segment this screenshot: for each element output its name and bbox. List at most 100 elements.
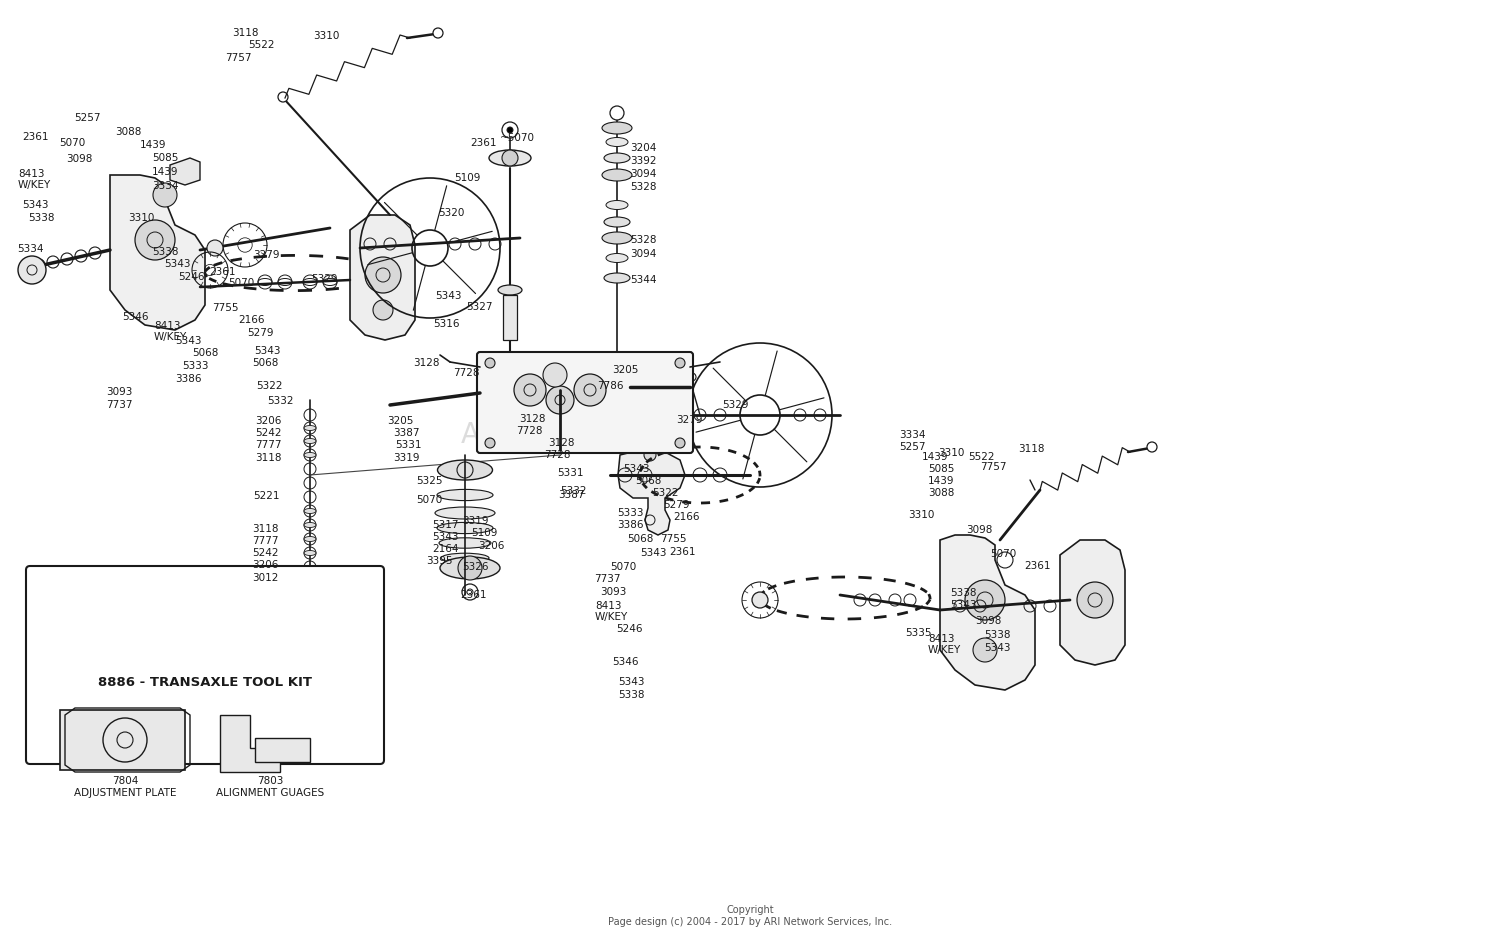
Circle shape: [688, 373, 696, 381]
Circle shape: [675, 438, 686, 448]
Text: 5109: 5109: [471, 528, 498, 538]
Text: 3310: 3310: [128, 213, 154, 223]
Text: 3386: 3386: [176, 374, 201, 384]
Text: 5343: 5343: [640, 548, 666, 558]
Text: 8413: 8413: [596, 601, 621, 611]
Text: 5316: 5316: [433, 319, 459, 329]
Text: 5329: 5329: [310, 274, 338, 284]
Ellipse shape: [304, 551, 316, 556]
Ellipse shape: [489, 150, 531, 166]
Text: 3310: 3310: [314, 31, 339, 41]
Text: 5343: 5343: [984, 643, 1011, 653]
Text: 3395: 3395: [426, 556, 453, 566]
Ellipse shape: [606, 200, 628, 210]
Text: 3387: 3387: [393, 428, 420, 438]
Text: 7728: 7728: [453, 368, 480, 378]
Text: 7737: 7737: [106, 400, 132, 410]
Ellipse shape: [604, 273, 630, 283]
Ellipse shape: [436, 490, 494, 501]
Text: 5331: 5331: [556, 468, 584, 478]
Text: 5343: 5343: [22, 200, 48, 210]
Text: 8413: 8413: [928, 634, 954, 644]
Text: 5346: 5346: [612, 657, 639, 667]
Polygon shape: [170, 158, 200, 185]
Text: 3334: 3334: [898, 430, 926, 440]
Text: 7804
ADJUSTMENT PLATE: 7804 ADJUSTMENT PLATE: [74, 776, 177, 798]
Text: 3319: 3319: [393, 453, 420, 463]
Ellipse shape: [435, 507, 495, 519]
Text: W/KEY: W/KEY: [154, 332, 188, 342]
Ellipse shape: [498, 285, 522, 295]
Ellipse shape: [440, 538, 491, 548]
Polygon shape: [618, 450, 686, 535]
Text: 5070: 5070: [416, 495, 442, 505]
Text: 7786: 7786: [597, 381, 624, 391]
Text: 8413: 8413: [18, 169, 45, 179]
Text: 3012: 3012: [252, 573, 279, 583]
Text: Copyright
Page design (c) 2004 - 2017 by ARI Network Services, Inc.: Copyright Page design (c) 2004 - 2017 by…: [608, 905, 892, 927]
Text: 7737: 7737: [594, 574, 621, 584]
Circle shape: [484, 358, 495, 368]
Text: 7803
ALIGNMENT GUAGES: 7803 ALIGNMENT GUAGES: [216, 776, 324, 798]
Text: 3206: 3206: [255, 416, 282, 426]
Text: 1439: 1439: [152, 167, 178, 177]
Text: 5257: 5257: [74, 113, 100, 123]
Text: 5329: 5329: [722, 400, 748, 410]
Text: 3098: 3098: [966, 525, 993, 535]
Text: 5325: 5325: [416, 476, 442, 486]
Text: 3098: 3098: [975, 616, 1002, 626]
Circle shape: [135, 220, 176, 260]
Circle shape: [610, 106, 624, 120]
Text: 5338: 5338: [152, 247, 178, 257]
Text: 3279: 3279: [254, 250, 279, 260]
Text: W/KEY: W/KEY: [18, 180, 51, 190]
Circle shape: [574, 374, 606, 406]
Circle shape: [153, 183, 177, 207]
Circle shape: [503, 122, 518, 138]
Text: 5331: 5331: [394, 440, 422, 450]
Text: 3386: 3386: [616, 520, 644, 530]
Bar: [503, 295, 518, 340]
Circle shape: [458, 556, 482, 580]
Text: 5257: 5257: [898, 442, 926, 452]
Text: 3128: 3128: [413, 358, 440, 368]
Text: 3118: 3118: [255, 453, 282, 463]
Text: 5109: 5109: [454, 173, 480, 183]
Text: 3093: 3093: [600, 587, 627, 597]
Circle shape: [1148, 442, 1156, 452]
Text: ~5070: ~5070: [500, 133, 536, 143]
Ellipse shape: [304, 523, 316, 527]
Polygon shape: [350, 215, 416, 340]
Text: 3118: 3118: [1019, 444, 1044, 454]
Text: 7728: 7728: [544, 450, 570, 460]
Ellipse shape: [304, 509, 316, 513]
Text: ARI PartStream™: ARI PartStream™: [460, 421, 699, 449]
Text: 5338: 5338: [28, 213, 54, 223]
Circle shape: [278, 92, 288, 102]
Circle shape: [364, 257, 400, 293]
Text: 3319: 3319: [462, 516, 489, 526]
Text: 3098: 3098: [66, 154, 93, 164]
Text: 7755: 7755: [660, 534, 687, 544]
Circle shape: [974, 638, 998, 662]
Ellipse shape: [304, 452, 316, 458]
Text: 8413: 8413: [154, 321, 180, 331]
Text: 2361: 2361: [470, 138, 496, 148]
Text: 3118: 3118: [252, 524, 279, 534]
Text: 7757: 7757: [980, 462, 1006, 472]
Text: 5343: 5343: [164, 259, 190, 269]
Text: 5326: 5326: [462, 562, 489, 572]
Text: 7757: 7757: [225, 53, 252, 63]
Text: 5328: 5328: [630, 182, 657, 192]
Circle shape: [752, 592, 768, 608]
Text: 5338: 5338: [618, 690, 645, 700]
Text: 5070: 5070: [228, 278, 255, 288]
Text: 5085: 5085: [152, 153, 178, 163]
Text: 7777: 7777: [252, 536, 279, 546]
Text: 5279: 5279: [663, 500, 690, 510]
Text: 3205: 3205: [387, 416, 414, 426]
Text: 3118: 3118: [232, 28, 258, 38]
Circle shape: [503, 150, 518, 166]
Text: 5343: 5343: [254, 346, 280, 356]
Circle shape: [507, 127, 513, 133]
